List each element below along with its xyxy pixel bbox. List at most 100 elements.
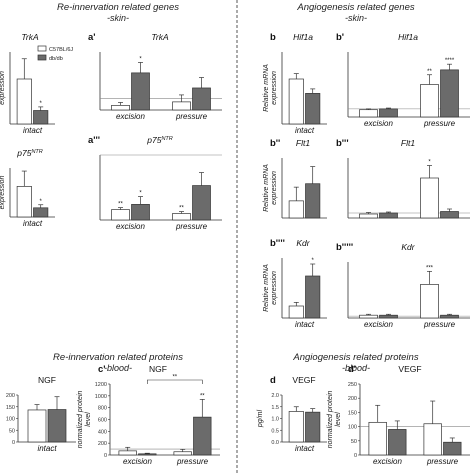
bar: [305, 275, 321, 319]
chart-panel-b: b Hif1a Relative mRNA expression intact: [263, 32, 327, 135]
y-tick-label: 800: [98, 406, 107, 412]
y-axis-label: expression: [271, 271, 278, 305]
chart-panel-c1: c' NGF normalized protein level 0 200 400 600 80…: [77, 364, 220, 466]
bar: [172, 101, 191, 111]
panel-label: a': [88, 32, 96, 43]
panel-label: a''': [88, 135, 100, 146]
section-subtitle-angiogenesis-proteins: -blood-: [342, 363, 370, 373]
chart-panel-a: TrkA expression * intact: [0, 32, 55, 135]
y-axis-label: normalized protein: [327, 391, 334, 449]
bar: [305, 411, 321, 443]
x-tick-label: pressure: [176, 457, 209, 466]
y-tick-label: 0: [12, 440, 15, 446]
y-tick-label: 200: [98, 441, 107, 447]
bar: [305, 93, 321, 125]
chart-panel-d: d VEGF pg/ml 0.0 0.5 1.0 1.5 2.0 intact: [257, 375, 327, 453]
bar: [193, 416, 212, 456]
bar: [192, 185, 211, 221]
bar: [16, 186, 32, 218]
chart-panel-b5: b''''' Kdr excision *** pressure: [336, 242, 470, 329]
bar: [288, 305, 304, 319]
y-tick-label: 200: [348, 396, 357, 402]
bar: [192, 87, 211, 111]
bar: [368, 421, 387, 456]
significance-marker: *: [139, 56, 142, 62]
panel-label: b'''': [270, 238, 285, 249]
y-tick-label: 150: [6, 405, 15, 411]
chart-title: VEGF: [292, 375, 315, 385]
chart-title: NGF: [38, 375, 56, 385]
bar: [27, 409, 47, 443]
significance-marker: **: [118, 202, 123, 208]
bar: [288, 411, 304, 443]
y-tick-label: 1200: [95, 382, 107, 388]
bar: [47, 409, 67, 443]
legend-label-dbdb: db/db: [49, 56, 63, 62]
y-axis-label: expression: [271, 171, 278, 205]
bar: [379, 314, 398, 319]
bar: [16, 78, 32, 125]
significance-marker: **: [200, 393, 205, 399]
section-subtitle-angiogenesis-genes: -skin-: [345, 13, 367, 23]
section-title-reinnervation-genes: Re-innervation related genes: [57, 2, 179, 13]
bar: [172, 213, 191, 221]
x-tick-label: intact: [295, 320, 315, 329]
significance-marker: *: [428, 160, 431, 166]
chart-panel-a1: a' TrkA * excision pressure: [88, 32, 222, 121]
bar: [111, 209, 130, 221]
bar: [118, 450, 137, 456]
y-axis-label: expression: [0, 175, 6, 209]
section-title-reinnervation-proteins: Re-innervation related proteins: [53, 352, 183, 363]
x-tick-label: excision: [373, 457, 402, 466]
bar: [443, 441, 462, 456]
chart-panel-c: NGF 0 50 100 150 200 intact: [6, 375, 76, 453]
bar: [420, 84, 439, 118]
bar: [359, 314, 378, 319]
bar: [288, 78, 304, 125]
significance-marker: ***: [426, 265, 434, 271]
bar: [131, 204, 150, 221]
x-tick-label: excision: [364, 320, 393, 329]
bar: [359, 213, 378, 219]
panel-label: d': [348, 364, 356, 375]
bracket-marker: **: [172, 375, 177, 381]
chart-title: TrkA: [21, 32, 39, 42]
chart-panel-d1: d' VEGF normalized protein level 0 50 100 150 20…: [327, 364, 470, 466]
x-tick-label: pressure: [423, 119, 456, 128]
y-axis-label: expression: [271, 71, 278, 105]
x-tick-label: pressure: [426, 457, 459, 466]
bar: [423, 423, 442, 456]
chart-title: NGF: [149, 364, 167, 374]
y-tick-label: 600: [98, 418, 107, 424]
y-tick-label: 0.5: [271, 428, 279, 434]
panel-label: b''': [336, 138, 349, 149]
x-tick-label: excision: [116, 112, 145, 121]
x-tick-label: excision: [364, 119, 393, 128]
significance-marker: *: [40, 101, 43, 107]
y-axis-label: normalized protein: [77, 391, 84, 449]
significance-marker: *: [139, 191, 142, 197]
chart-title: Hif1a: [398, 32, 418, 42]
panel-label: b'': [270, 138, 280, 149]
bar: [111, 105, 130, 111]
y-tick-label: 250: [348, 382, 357, 388]
panel-label: b''''': [336, 242, 353, 253]
significance-marker: ****: [445, 58, 455, 64]
y-axis-label: Relative mRNA: [263, 164, 270, 212]
x-tick-label: pressure: [423, 320, 456, 329]
chart-panel-a3: a''' p75NTR***excision**pressure: [88, 135, 222, 231]
chart-panel-b2: b'' Flt1 Relative mRNA expression: [263, 138, 327, 219]
x-tick-label: intact: [23, 126, 43, 135]
section-title-angiogenesis-genes: Angiogenesis related genes: [296, 2, 415, 13]
bar: [420, 177, 439, 219]
y-tick-label: 0: [354, 453, 357, 459]
bar: [440, 211, 459, 219]
significance-marker: **: [179, 206, 184, 212]
x-tick-label: intact: [295, 444, 315, 453]
x-tick-label: excision: [123, 457, 152, 466]
significance-marker: *: [312, 258, 315, 264]
chart-title-superscript: NTR: [31, 149, 42, 155]
x-tick-label: pressure: [175, 112, 208, 121]
